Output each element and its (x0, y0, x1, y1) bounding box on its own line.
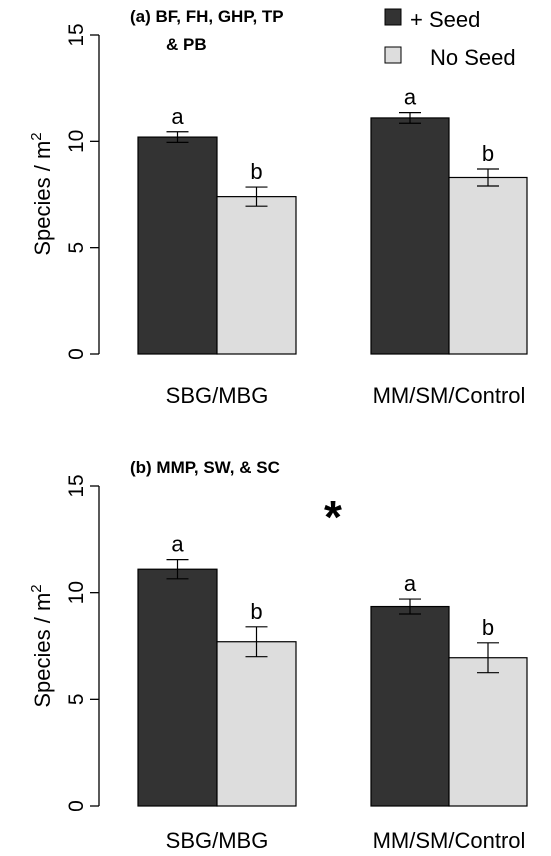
significance-star: * (324, 491, 342, 543)
panel-b-title: (b) MMP, SW, & SC (130, 458, 280, 477)
y-axis-label-text: Species / m (30, 141, 55, 256)
significance-letter: b (482, 141, 494, 166)
bar (216, 641, 297, 807)
y-tick-label: 5 (65, 242, 88, 254)
panel-a-title-line2: & PB (166, 35, 207, 54)
y-tick-label: 15 (65, 474, 88, 497)
legend: + Seed No Seed (384, 7, 516, 70)
bar (448, 176, 528, 355)
y-tick-label: 0 (65, 348, 88, 360)
y-axis-label-text: Species / m (30, 593, 55, 708)
significance-letter: a (171, 532, 184, 557)
y-axis-label: Species / m2 (28, 132, 55, 255)
significance-letter: a (404, 85, 417, 110)
y-axis-label-superscript: 2 (28, 132, 45, 140)
y-axis-label-superscript: 2 (28, 584, 45, 592)
bar (137, 136, 218, 355)
panel-b-chart: (b) MMP, SW, & SC * 0 5 10 15 Species / m2 a b… (28, 458, 528, 853)
significance-letter: b (250, 159, 262, 184)
panel-a-chart: (a) BF, FH, GHP, TP & PB + Seed No Seed … (28, 7, 528, 408)
category-label: SBG/MBG (166, 828, 269, 853)
legend-swatch-seed (384, 8, 402, 26)
bar (137, 568, 218, 807)
y-tick-label: 15 (65, 23, 88, 46)
significance-letter: a (171, 104, 184, 129)
category-label: MM/SM/Control (373, 383, 526, 408)
significance-letter: a (404, 571, 417, 596)
y-axis-label: Species / m2 (28, 584, 55, 707)
panel-a-title-line1: (a) BF, FH, GHP, TP (130, 7, 284, 26)
legend-swatch-no-seed (384, 46, 402, 64)
bar (370, 605, 450, 807)
category-label: SBG/MBG (166, 383, 269, 408)
significance-letter: b (250, 599, 262, 624)
legend-label-no-seed: No Seed (430, 45, 516, 70)
bar (216, 196, 297, 355)
legend-label-seed: + Seed (410, 7, 480, 32)
bar (448, 657, 528, 807)
bar (370, 117, 450, 355)
y-tick-label: 10 (65, 130, 88, 153)
y-tick-label: 0 (65, 800, 88, 812)
category-label: MM/SM/Control (373, 828, 526, 853)
significance-letter: b (482, 615, 494, 640)
y-tick-label: 5 (65, 693, 88, 705)
y-tick-label: 10 (65, 581, 88, 604)
